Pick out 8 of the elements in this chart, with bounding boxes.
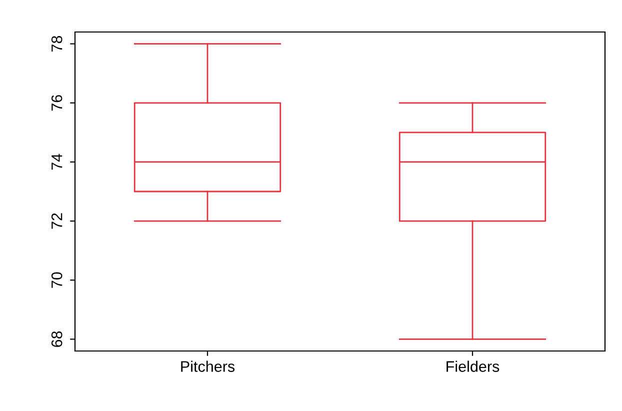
- y-tick-label: 70: [51, 272, 62, 288]
- x-tick-label: Fielders: [446, 360, 500, 372]
- y-tick-label: 72: [51, 213, 62, 229]
- y-tick-label: 68: [51, 331, 62, 347]
- x-tick-label: Pitchers: [181, 360, 235, 372]
- y-tick-label: 78: [51, 36, 62, 52]
- y-tick-label: 74: [52, 154, 62, 170]
- y-tick-label: 76: [51, 95, 62, 111]
